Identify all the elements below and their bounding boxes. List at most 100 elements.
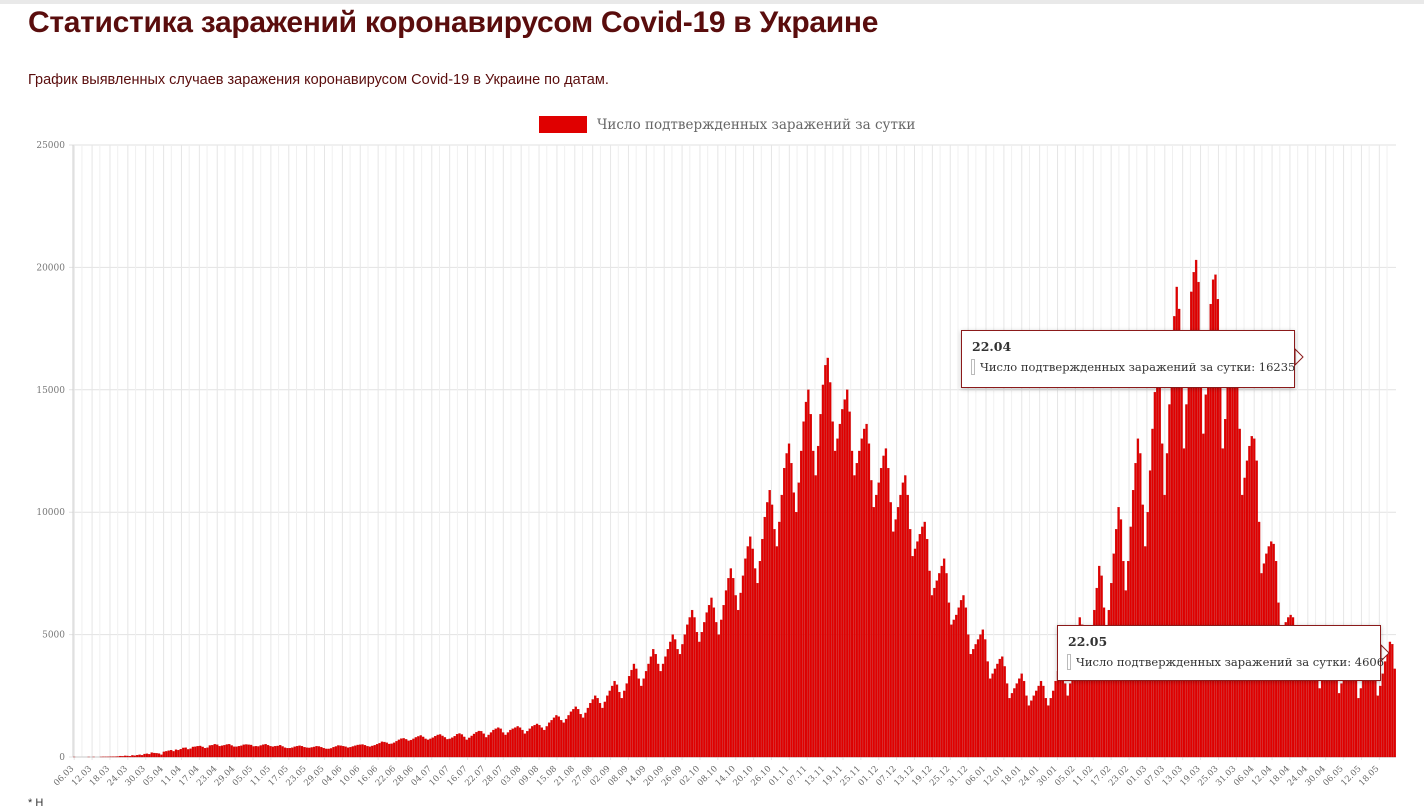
- bar: [320, 747, 322, 757]
- bar: [1246, 461, 1248, 757]
- bar: [1365, 669, 1367, 757]
- bar: [1171, 356, 1173, 757]
- bar: [366, 746, 368, 757]
- bar: [369, 747, 371, 757]
- bar: [972, 649, 974, 757]
- bar: [248, 745, 250, 757]
- tooltip-row: Число подтвержденных заражений за сутки:…: [1068, 655, 1370, 669]
- bar: [1207, 346, 1209, 757]
- bar: [715, 622, 717, 757]
- bar: [839, 424, 841, 757]
- bar: [151, 753, 153, 757]
- tooltip-swatch: [1068, 655, 1070, 669]
- bar: [1251, 436, 1253, 757]
- tooltip-arrow: [1295, 349, 1303, 365]
- bar: [446, 739, 448, 757]
- bar: [645, 671, 647, 757]
- bar: [783, 468, 785, 757]
- bar: [793, 493, 795, 757]
- bar: [534, 725, 536, 757]
- tooltip-latest: 22.05 Число подтвержденных заражений за …: [1057, 625, 1381, 681]
- bar: [429, 739, 431, 757]
- bar: [197, 746, 199, 757]
- bar: [1025, 696, 1027, 757]
- bar: [543, 730, 545, 757]
- bar: [611, 686, 613, 757]
- bar: [1057, 671, 1059, 757]
- bar: [870, 480, 872, 757]
- bar: [749, 537, 751, 757]
- bar: [1006, 684, 1008, 757]
- bar: [1137, 439, 1139, 757]
- bar: [1151, 429, 1153, 757]
- bar: [345, 747, 347, 757]
- bar: [938, 573, 940, 757]
- bar: [526, 731, 528, 757]
- bar: [1181, 385, 1183, 757]
- bar: [815, 475, 817, 757]
- bar: [165, 751, 167, 757]
- bar: [1219, 378, 1221, 757]
- bar: [616, 685, 618, 757]
- bar: [1047, 706, 1049, 757]
- bar: [347, 748, 349, 757]
- bar: [732, 578, 734, 757]
- bar: [439, 734, 441, 757]
- bar: [948, 603, 950, 757]
- bar: [587, 708, 589, 757]
- bar: [143, 754, 145, 757]
- bar: [340, 746, 342, 757]
- bar: [924, 522, 926, 757]
- bar: [492, 730, 494, 757]
- bar: [866, 424, 868, 757]
- bar: [858, 451, 860, 757]
- y-tick-label: 15000: [36, 386, 65, 396]
- bar: [943, 559, 945, 757]
- bar: [1004, 666, 1006, 757]
- bar: [970, 654, 972, 757]
- bar: [158, 754, 160, 757]
- bar: [354, 746, 356, 757]
- bar: [863, 429, 865, 757]
- bar: [553, 718, 555, 757]
- bar: [243, 745, 245, 757]
- bar: [286, 748, 288, 757]
- bar: [880, 468, 882, 757]
- bar: [131, 755, 133, 757]
- bar: [589, 703, 591, 757]
- tooltip-label: Число подтвержденных заражений за сутки:…: [1076, 655, 1384, 669]
- bar: [832, 422, 834, 757]
- bar: [1154, 392, 1156, 757]
- bar: [294, 747, 296, 757]
- bar: [725, 591, 727, 757]
- bar: [803, 422, 805, 757]
- bar: [764, 517, 766, 757]
- bar: [609, 691, 611, 757]
- bar: [686, 625, 688, 757]
- bar: [744, 559, 746, 757]
- bar: [1064, 684, 1066, 757]
- bar: [364, 745, 366, 757]
- bar: [606, 696, 608, 757]
- bar: [311, 747, 313, 757]
- bar: [669, 642, 671, 757]
- bar: [1072, 669, 1074, 757]
- bar: [1202, 434, 1204, 757]
- bar: [652, 649, 654, 757]
- bar: [967, 635, 969, 757]
- bar: [640, 686, 642, 757]
- bar: [703, 622, 705, 757]
- bar: [773, 529, 775, 757]
- bar: [325, 749, 327, 757]
- bar: [754, 569, 756, 757]
- bar: [180, 749, 182, 757]
- bar: [209, 745, 211, 757]
- bar: [1343, 674, 1345, 757]
- bar: [420, 735, 422, 757]
- bar: [1021, 674, 1023, 757]
- bar: [846, 390, 848, 757]
- bar: [706, 613, 708, 757]
- bar: [563, 723, 565, 757]
- bar: [1016, 684, 1018, 757]
- bar: [933, 588, 935, 757]
